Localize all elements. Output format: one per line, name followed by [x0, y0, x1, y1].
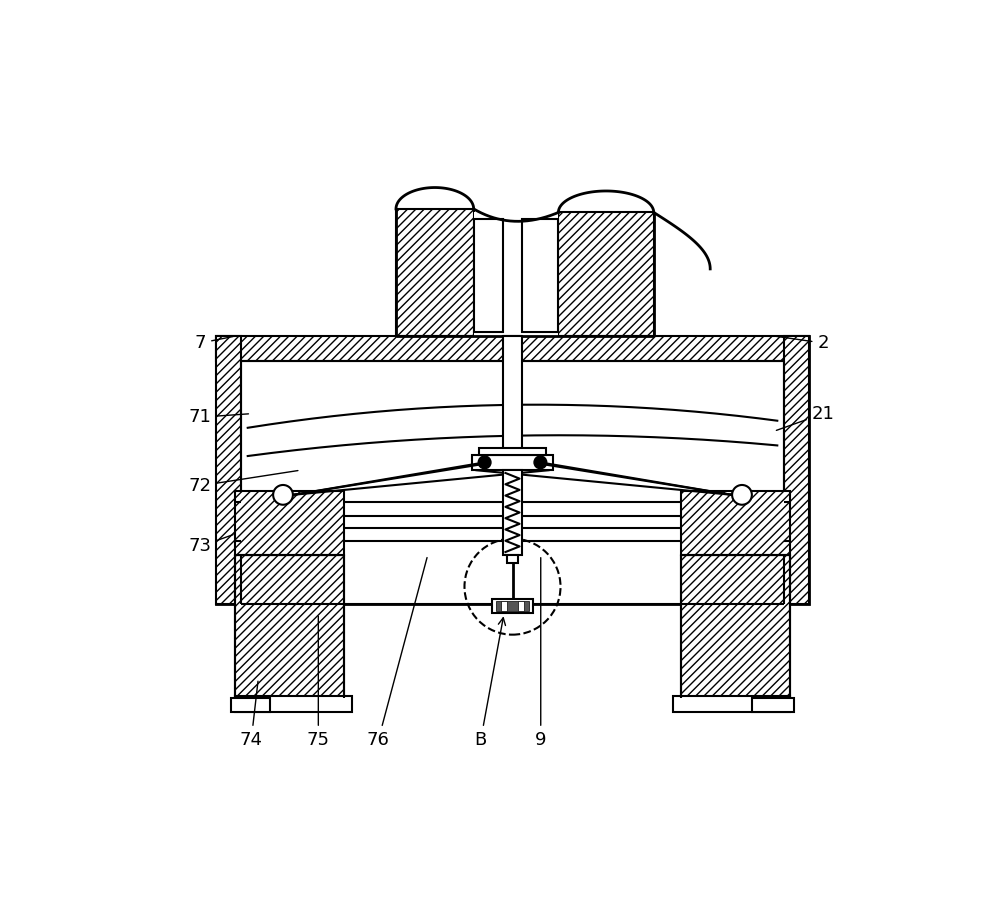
Bar: [474, 213, 503, 336]
Circle shape: [732, 485, 752, 504]
Text: B: B: [475, 618, 505, 749]
Bar: [216, 336, 809, 360]
Bar: [501, 602, 507, 612]
Text: 73: 73: [189, 535, 233, 556]
Bar: [496, 602, 529, 612]
Bar: [235, 696, 352, 712]
Bar: [216, 336, 809, 604]
Bar: [216, 336, 241, 604]
Bar: [503, 470, 522, 555]
Bar: [681, 555, 790, 698]
Circle shape: [273, 485, 293, 504]
Text: 74: 74: [240, 681, 263, 749]
Bar: [474, 219, 503, 333]
Text: 9: 9: [535, 558, 546, 749]
Bar: [681, 492, 790, 555]
Text: 75: 75: [307, 616, 330, 749]
Bar: [558, 213, 654, 336]
Bar: [507, 555, 518, 563]
Circle shape: [534, 456, 547, 469]
Bar: [522, 219, 558, 333]
Bar: [235, 492, 344, 555]
Text: 7: 7: [195, 334, 233, 352]
Bar: [235, 555, 344, 698]
Bar: [522, 213, 558, 336]
Bar: [784, 336, 809, 604]
Bar: [479, 447, 546, 455]
Text: 21: 21: [776, 404, 835, 430]
Text: 2: 2: [777, 334, 829, 352]
Bar: [503, 336, 522, 455]
Circle shape: [478, 456, 491, 469]
Text: 76: 76: [367, 558, 427, 749]
Bar: [492, 600, 533, 613]
Text: 71: 71: [189, 408, 248, 426]
Text: 72: 72: [189, 470, 298, 494]
Bar: [752, 698, 794, 712]
Bar: [231, 698, 270, 712]
Bar: [396, 209, 474, 336]
Bar: [673, 696, 790, 712]
Bar: [518, 602, 524, 612]
Bar: [472, 455, 553, 470]
